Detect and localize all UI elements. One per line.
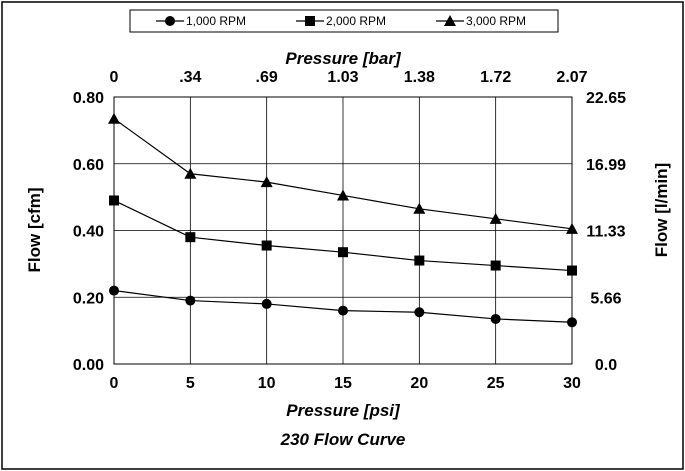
y-tick-label: 0.40 [73, 224, 104, 241]
legend-marker [165, 16, 175, 26]
y-tick-label: 0.00 [73, 357, 104, 374]
top-x-tick-label: .34 [179, 69, 201, 86]
legend-marker [444, 15, 456, 26]
data-point [414, 307, 425, 318]
x-tick-label: 5 [186, 375, 195, 392]
legend-item: 3,000 RPM [436, 14, 526, 28]
data-point [185, 295, 196, 306]
data-point [184, 167, 197, 179]
data-point [414, 255, 425, 266]
data-point [338, 305, 348, 316]
data-point [108, 112, 120, 124]
top-x-tick-label: .69 [256, 69, 278, 86]
data-point [261, 240, 272, 251]
right-y-tick-label: 22.65 [586, 90, 626, 107]
data-point [413, 202, 426, 214]
x-tick-label: 0 [110, 375, 119, 392]
data-point [566, 222, 578, 234]
right-y-axis-title: Flow [l/min] [652, 163, 671, 257]
series-1 [109, 285, 577, 328]
data-point [260, 176, 273, 188]
legend-item: 1,000 RPM [156, 14, 246, 28]
x-tick-label: 10 [258, 375, 276, 392]
top-x-tick-label: 1.72 [480, 69, 511, 86]
data-point [337, 189, 349, 201]
legend-label: 3,000 RPM [466, 14, 526, 28]
data-point [489, 212, 502, 224]
series-3 [108, 112, 578, 234]
legend: 1,000 RPM 2,000 RPM 3,000 RPM [129, 9, 559, 33]
legend-item: 2,000 RPM [296, 14, 386, 28]
x-tick-label: 20 [410, 375, 428, 392]
data-point [109, 195, 119, 206]
y-tick-label: 0.80 [73, 90, 104, 107]
data-point [490, 313, 501, 324]
y-axis-title: Flow [cfm] [25, 188, 44, 273]
legend-marker [305, 16, 315, 26]
data-point [567, 265, 577, 276]
right-y-tick-label: 16.99 [586, 157, 626, 174]
data-point [109, 285, 119, 296]
legend-label: 2,000 RPM [326, 14, 386, 28]
legend-box [129, 9, 559, 33]
top-x-tick-label: 1.03 [327, 69, 358, 86]
right-y-tick-label: 5.66 [590, 290, 621, 307]
y-tick-label: 0.20 [73, 290, 104, 307]
right-y-tick-label: 11.33 [586, 224, 625, 241]
chart-title: 230 Flow Curve [280, 430, 406, 449]
top-x-tick-label: 1.38 [404, 69, 435, 86]
x-tick-label: 30 [563, 375, 581, 392]
x-axis-title: Pressure [psi] [286, 401, 401, 420]
data-point [567, 317, 577, 328]
legend-label: 1,000 RPM [186, 14, 246, 28]
data-point [261, 298, 272, 309]
top-x-tick-label: 2.07 [556, 69, 587, 86]
x-tick-label: 15 [334, 375, 352, 392]
data-point [490, 260, 501, 271]
right-y-tick-label: 0.0 [595, 357, 617, 374]
top-x-axis-title: Pressure [bar] [285, 49, 402, 68]
data-point [338, 247, 348, 258]
series-2 [109, 195, 577, 276]
data-point [185, 232, 196, 243]
top-x-tick-label: 0 [110, 69, 119, 86]
x-tick-label: 25 [487, 375, 505, 392]
y-tick-label: 0.60 [73, 157, 104, 174]
